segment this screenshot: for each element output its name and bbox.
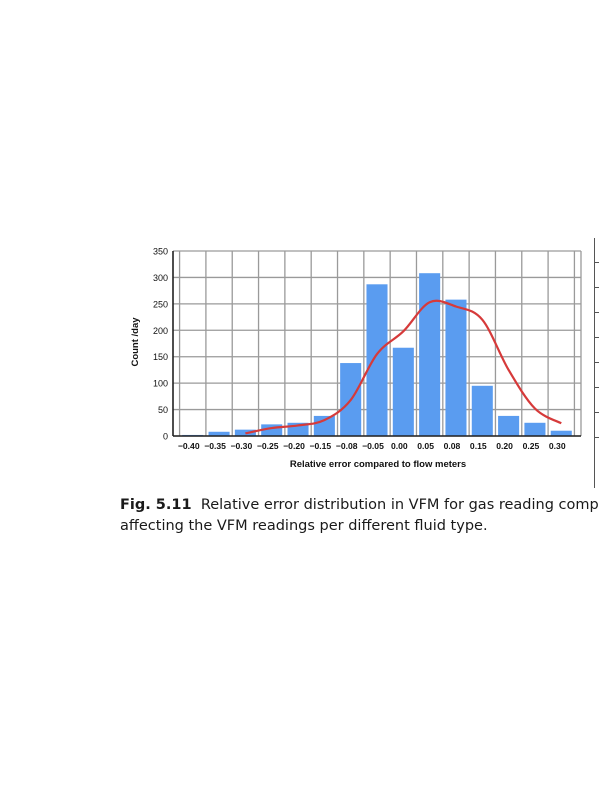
x-tick-label: −0.08 [336,441,358,451]
y-tick-labels: 0 50 100 150 200 250 300 350 [153,247,168,442]
bar [498,415,520,436]
bar [471,385,493,436]
x-tick-label: 0.30 [549,441,566,451]
x-tick-label: 0.05 [417,441,434,451]
bar [313,415,335,436]
y-tick-label: 100 [153,379,168,389]
bar [524,422,546,436]
bar [366,284,388,436]
x-tick-label: 0.00 [391,441,408,451]
figure-caption: Fig. 5.11 Relative error distribution in… [120,495,599,537]
y-axis-label: Count /day [130,317,141,367]
chart-axes [172,251,581,437]
x-tick-label: −0.25 [257,441,279,451]
x-tick-label: 0.08 [444,441,461,451]
chart-bars [182,273,572,436]
figure-label: Fig. 5.11 [120,497,192,513]
x-tick-label: −0.35 [204,441,226,451]
bar [419,273,441,436]
trend-line [245,299,562,435]
y-tick-label: 150 [153,352,168,362]
bar [550,430,572,436]
x-axis-label: Relative error compared to flow meters [290,459,466,470]
y-tick-label: 250 [153,299,168,309]
y-tick-label: 0 [163,432,168,442]
x-tick-label: 0.20 [496,441,513,451]
caption-line-1: Relative error distribution in VFM for g… [200,497,599,513]
caption-line-2: affecting the VFM readings per different… [120,518,488,534]
bar [261,424,283,436]
y-tick-label: 350 [153,247,168,257]
x-tick-label: −0.15 [309,441,331,451]
bar [392,347,414,436]
chart-line [245,299,562,435]
adjacent-figure-edge [594,238,599,488]
bar [208,431,230,436]
y-tick-label: 200 [153,326,168,336]
x-tick-label: 0.25 [523,441,540,451]
y-tick-label: 50 [158,405,168,415]
x-tick-labels: −0.40 −0.35 −0.30 −0.25 −0.20 −0.15 −0.08 −0.05… [178,441,566,451]
y-tick-label: 300 [153,273,168,283]
bar [445,299,467,436]
x-tick-label: −0.05 [362,441,384,451]
x-tick-label: −0.30 [231,441,253,451]
x-tick-label: 0.15 [470,441,487,451]
x-tick-label: −0.40 [178,441,200,451]
x-tick-label: −0.20 [283,441,305,451]
